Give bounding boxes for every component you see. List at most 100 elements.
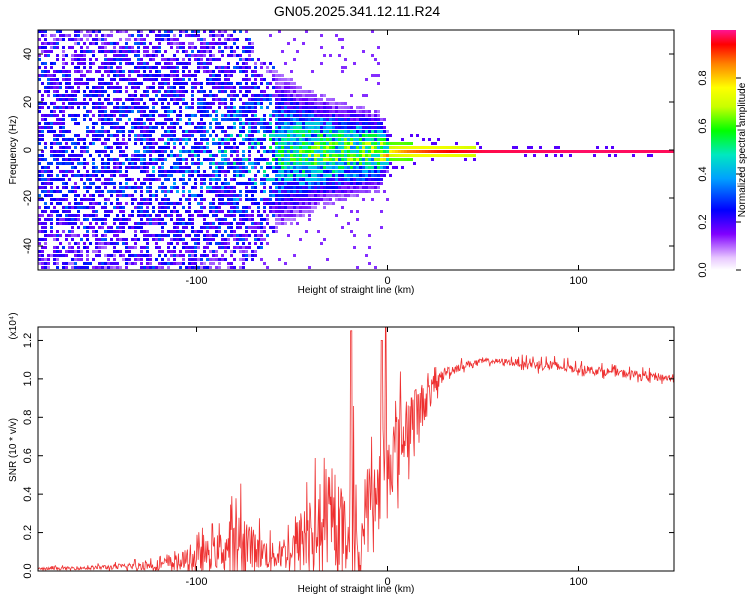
- spectrogram-cell: [356, 146, 359, 149]
- spectrogram-cell: [254, 254, 257, 257]
- spectrogram-cell: [371, 182, 374, 185]
- spectrogram-cell: [125, 250, 128, 253]
- spectrogram-cell: [164, 134, 167, 137]
- spectrogram-cell: [212, 174, 215, 177]
- spectrogram-cell: [233, 54, 236, 57]
- spectrogram-cell: [377, 182, 380, 185]
- spectrogram-cell: [230, 186, 233, 189]
- spectrogram-cell: [158, 86, 161, 89]
- spectrogram-cell: [71, 186, 74, 189]
- spectrogram-cell: [128, 250, 131, 253]
- spectrogram-cell: [407, 154, 410, 157]
- spectrogram-cell: [134, 94, 137, 97]
- spectrogram-cell: [155, 78, 158, 81]
- spectrogram-cell: [221, 170, 224, 173]
- spectrogram-cell: [158, 166, 161, 169]
- spectrogram-cell: [131, 246, 134, 249]
- spectrogram-cell: [41, 222, 44, 225]
- spectrogram-cell: [254, 102, 257, 105]
- spectrogram-cell: [65, 162, 68, 165]
- spectrogram-cell: [356, 194, 359, 197]
- spectrogram-cell: [233, 38, 236, 41]
- spectrogram-cell: [164, 210, 167, 213]
- spectrogram-cell: [59, 234, 62, 237]
- spectrogram-cell: [275, 182, 278, 185]
- spectrogram-cell: [68, 262, 71, 265]
- spectrogram-cell: [242, 114, 245, 117]
- spectrogram-cell: [41, 174, 44, 177]
- spectrogram-cell: [233, 122, 236, 125]
- spectrogram-cell: [167, 42, 170, 45]
- spectrogram-cell: [119, 206, 122, 209]
- spectrogram-cell: [269, 34, 272, 37]
- spectrogram-cell: [122, 78, 125, 81]
- spectrogram-cell: [335, 198, 338, 201]
- spectrogram-cell: [125, 146, 128, 149]
- spectrogram-cell: [392, 166, 395, 169]
- spectrogram-cell: [278, 106, 281, 109]
- spectrogram-cell: [389, 154, 392, 157]
- spectrogram-cell: [134, 126, 137, 129]
- spectrogram-cell: [269, 82, 272, 85]
- spectrogram-cell: [113, 162, 116, 165]
- spectrogram-cell: [353, 194, 356, 197]
- spectrogram-cell: [227, 138, 230, 141]
- spectrogram-cell: [206, 46, 209, 49]
- spectrogram-cell: [245, 38, 248, 41]
- spectrogram-cell: [86, 38, 89, 41]
- spectrogram-cell: [83, 262, 86, 265]
- spectrogram-cell: [197, 242, 200, 245]
- spectrogram-cell: [227, 222, 230, 225]
- spectrogram-cell: [233, 218, 236, 221]
- spectrogram-cell: [197, 210, 200, 213]
- spectrogram-cell: [383, 138, 386, 141]
- spectrogram-cell: [329, 150, 332, 153]
- spectrogram-cell: [212, 262, 215, 265]
- spectrogram-cell: [122, 162, 125, 165]
- spectrogram-cell: [326, 142, 329, 145]
- spectrogram-cell: [50, 182, 53, 185]
- spectrogram-cell: [344, 106, 347, 109]
- spectrogram-cell: [374, 170, 377, 173]
- spectrogram-cell: [422, 146, 425, 149]
- spectrogram-cell: [158, 82, 161, 85]
- spectrogram-cell: [278, 74, 281, 77]
- spectrogram-cell: [545, 150, 548, 153]
- spectrogram-cell: [167, 34, 170, 37]
- spectrogram-cell: [164, 98, 167, 101]
- spectrogram-cell: [92, 218, 95, 221]
- spectrogram-cell: [185, 138, 188, 141]
- spectrogram-cell: [548, 150, 551, 153]
- spectrogram-cell: [212, 54, 215, 57]
- spectrogram-cell: [56, 266, 59, 269]
- spectrogram-cell: [152, 86, 155, 89]
- spectrogram-cell: [218, 258, 221, 261]
- spectrogram-cell: [47, 206, 50, 209]
- spectrogram-cell: [245, 70, 248, 73]
- spectrogram-cell: [98, 266, 101, 269]
- spectrogram-cell: [170, 202, 173, 205]
- spectrogram-cell: [203, 50, 206, 53]
- spectrogram-cell: [326, 106, 329, 109]
- spectrogram-cell: [173, 102, 176, 105]
- spectrogram-cell: [302, 154, 305, 157]
- spectrogram-cell: [38, 78, 41, 81]
- spectrogram-cell: [317, 194, 320, 197]
- spectrogram-cell: [140, 66, 143, 69]
- spectrogram-cell: [308, 166, 311, 169]
- spectrogram-cell: [125, 50, 128, 53]
- spectrogram-cell: [281, 190, 284, 193]
- spectrogram-cell: [200, 54, 203, 57]
- spectrogram-cell: [161, 182, 164, 185]
- spectrogram-cell: [218, 142, 221, 145]
- spectrogram-cell: [242, 218, 245, 221]
- spectrogram-cell: [119, 46, 122, 49]
- spectrogram-cell: [515, 146, 518, 149]
- spectrogram-cell: [281, 98, 284, 101]
- spectrogram-cell: [194, 198, 197, 201]
- spectrogram-cell: [104, 186, 107, 189]
- spectrogram-cell: [47, 54, 50, 57]
- spectrogram-cell: [236, 134, 239, 137]
- spectrogram-cell: [164, 74, 167, 77]
- spectrogram-cell: [221, 158, 224, 161]
